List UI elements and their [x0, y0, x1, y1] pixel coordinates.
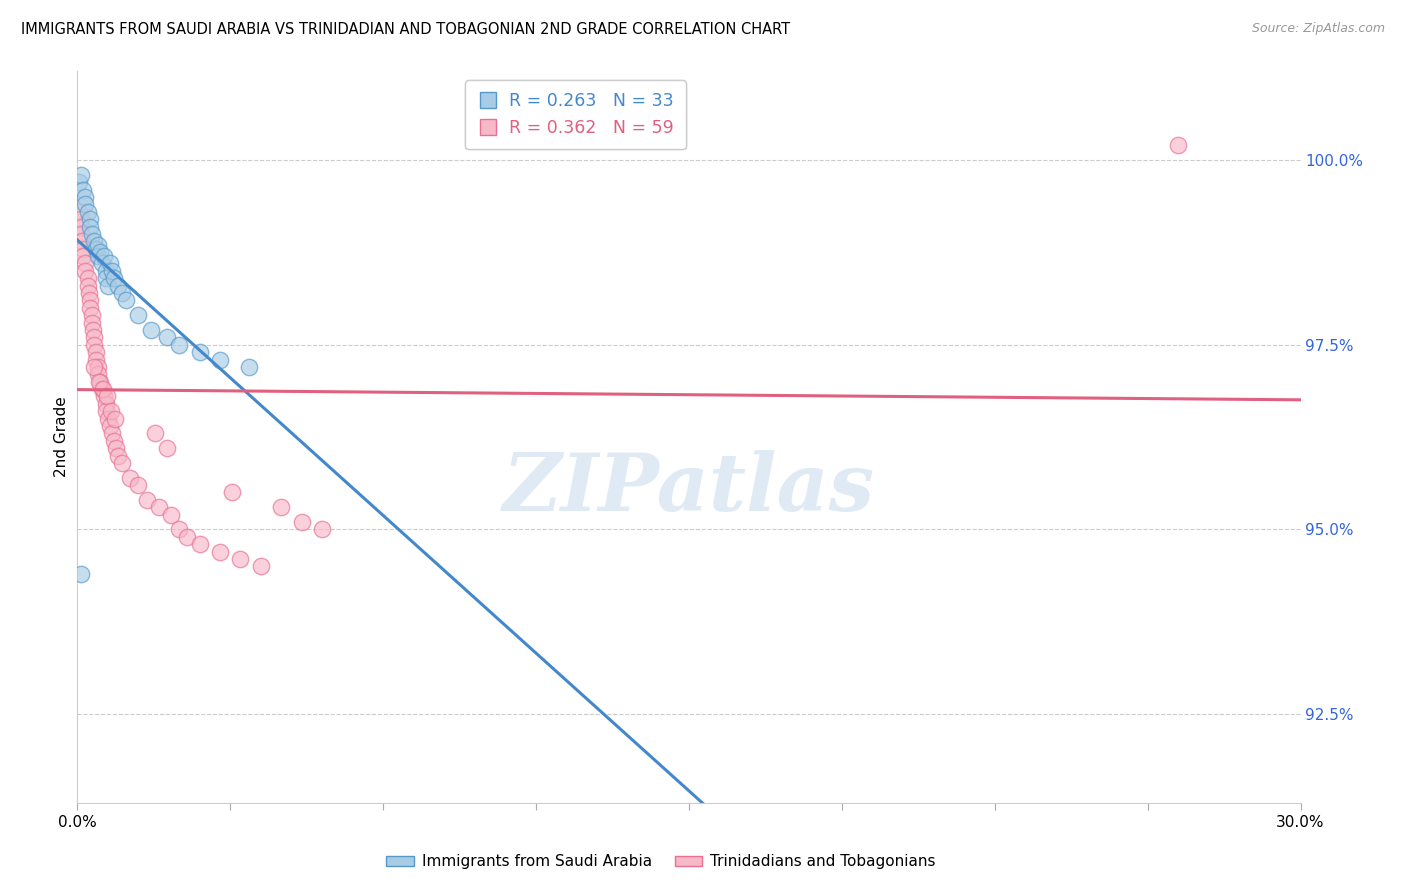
Point	[70, 227, 93, 241]
Point	[135, 492, 157, 507]
Legend: R = 0.263   N = 33, R = 0.362   N = 59: R = 0.263 N = 33, R = 0.362 N = 59	[465, 80, 686, 149]
Point	[238, 359, 260, 374]
Point	[94, 264, 117, 278]
Point	[69, 566, 91, 581]
Point	[101, 264, 124, 278]
Point	[72, 242, 94, 256]
Point	[83, 359, 105, 374]
Point	[87, 359, 110, 374]
Point	[75, 256, 97, 270]
Point	[90, 382, 112, 396]
Point	[72, 249, 94, 263]
Point	[82, 323, 104, 337]
Point	[1167, 138, 1189, 153]
Point	[148, 500, 170, 515]
Text: IMMIGRANTS FROM SAUDI ARABIA VS TRINIDADIAN AND TOBAGONIAN 2ND GRADE CORRELATION: IMMIGRANTS FROM SAUDI ARABIA VS TRINIDAD…	[21, 22, 790, 37]
Point	[79, 301, 101, 315]
Point	[98, 256, 121, 270]
Point	[107, 278, 129, 293]
Point	[96, 389, 118, 403]
Point	[79, 219, 101, 234]
Point	[111, 456, 134, 470]
Point	[70, 235, 93, 249]
Point	[72, 183, 94, 197]
Point	[97, 278, 120, 293]
Point	[83, 235, 105, 249]
Point	[79, 293, 101, 308]
Point	[188, 537, 211, 551]
Point	[169, 337, 191, 351]
Point	[75, 190, 97, 204]
Point	[128, 478, 150, 492]
Point	[84, 242, 107, 256]
Point	[156, 441, 179, 455]
Point	[111, 285, 134, 300]
Point	[105, 441, 128, 455]
Point	[104, 411, 127, 425]
Text: ZIPatlas: ZIPatlas	[503, 450, 875, 527]
Point	[209, 544, 232, 558]
Legend: Immigrants from Saudi Arabia, Trinidadians and Tobagonians: Immigrants from Saudi Arabia, Trinidadia…	[380, 848, 942, 875]
Point	[87, 238, 110, 252]
Point	[83, 330, 105, 344]
Point	[100, 404, 122, 418]
Point	[311, 523, 333, 537]
Point	[89, 245, 111, 260]
Point	[270, 500, 292, 515]
Point	[91, 382, 114, 396]
Point	[90, 256, 112, 270]
Point	[94, 404, 117, 418]
Point	[97, 411, 120, 425]
Point	[69, 212, 91, 227]
Point	[221, 485, 243, 500]
Point	[70, 219, 93, 234]
Point	[76, 271, 98, 285]
Point	[98, 419, 121, 434]
Point	[87, 375, 110, 389]
Text: Source: ZipAtlas.com: Source: ZipAtlas.com	[1251, 22, 1385, 36]
Point	[67, 204, 90, 219]
Point	[120, 471, 142, 485]
Point	[188, 345, 211, 359]
Point	[76, 278, 98, 293]
Point	[101, 426, 124, 441]
Point	[93, 389, 115, 403]
Point	[84, 352, 107, 367]
Point	[83, 337, 105, 351]
Point	[75, 197, 97, 211]
Point	[229, 552, 252, 566]
Point	[75, 264, 97, 278]
Point	[209, 352, 232, 367]
Point	[103, 434, 125, 448]
Point	[79, 212, 101, 227]
Point	[250, 559, 273, 574]
Point	[156, 330, 179, 344]
Y-axis label: 2nd Grade: 2nd Grade	[53, 397, 69, 477]
Point	[115, 293, 138, 308]
Point	[77, 285, 100, 300]
Point	[94, 271, 117, 285]
Point	[80, 227, 103, 241]
Point	[94, 397, 117, 411]
Point	[87, 249, 110, 263]
Point	[67, 175, 90, 189]
Point	[139, 323, 162, 337]
Point	[87, 368, 110, 382]
Point	[176, 530, 198, 544]
Point	[89, 375, 111, 389]
Point	[103, 271, 125, 285]
Point	[160, 508, 183, 522]
Point	[93, 249, 115, 263]
Point	[107, 449, 129, 463]
Point	[80, 316, 103, 330]
Point	[70, 168, 93, 182]
Point	[143, 426, 166, 441]
Point	[291, 515, 314, 529]
Point	[84, 345, 107, 359]
Point	[169, 523, 191, 537]
Point	[128, 308, 150, 322]
Point	[76, 204, 98, 219]
Point	[80, 308, 103, 322]
